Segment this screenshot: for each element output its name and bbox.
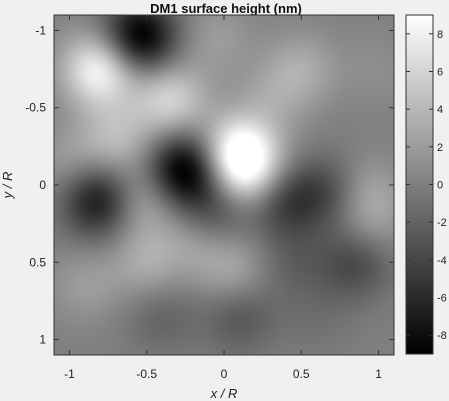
x-tick-label: 1 xyxy=(375,367,382,381)
y-tick-label: -0.5 xyxy=(25,101,46,115)
y-tick-label: -1 xyxy=(35,23,46,37)
colorbar-gradient xyxy=(406,15,433,354)
x-axis-label: x / R xyxy=(210,386,238,401)
x-tick-label: 0 xyxy=(221,367,228,381)
heatmap-image xyxy=(54,15,394,355)
y-axis-label: y / R xyxy=(0,172,15,200)
y-axis: -1 -0.5 0 0.5 1 xyxy=(25,23,394,347)
y-tick-label: 1 xyxy=(39,333,46,347)
colorbar-tick-label: 4 xyxy=(437,104,443,116)
colorbar-tick-label: 0 xyxy=(437,180,443,192)
x-tick-label: -1 xyxy=(64,367,75,381)
colorbar-tick-label: -4 xyxy=(437,255,447,267)
colorbar: 8 6 4 2 0 -2 -4 -6 -8 xyxy=(405,14,447,355)
colorbar-ticks: 8 6 4 2 0 -2 -4 -6 -8 xyxy=(406,29,447,342)
colorbar-tick-label: -8 xyxy=(437,330,447,342)
chart-title: DM1 surface height (nm) xyxy=(150,1,302,16)
heatmap-plot-area xyxy=(53,14,395,356)
y-tick-label: 0.5 xyxy=(29,255,46,269)
colorbar-tick-label: -6 xyxy=(437,293,447,305)
x-axis: -1 -0.5 0 0.5 1 xyxy=(64,15,382,381)
x-tick-label: 0.5 xyxy=(293,367,310,381)
colorbar-tick-label: -2 xyxy=(437,217,447,229)
colorbar-tick-label: 8 xyxy=(437,29,443,41)
colorbar-tick-label: 2 xyxy=(437,142,443,154)
y-tick-label: 0 xyxy=(39,178,46,192)
colorbar-tick-label: 6 xyxy=(437,67,443,79)
x-tick-label: -0.5 xyxy=(136,367,157,381)
